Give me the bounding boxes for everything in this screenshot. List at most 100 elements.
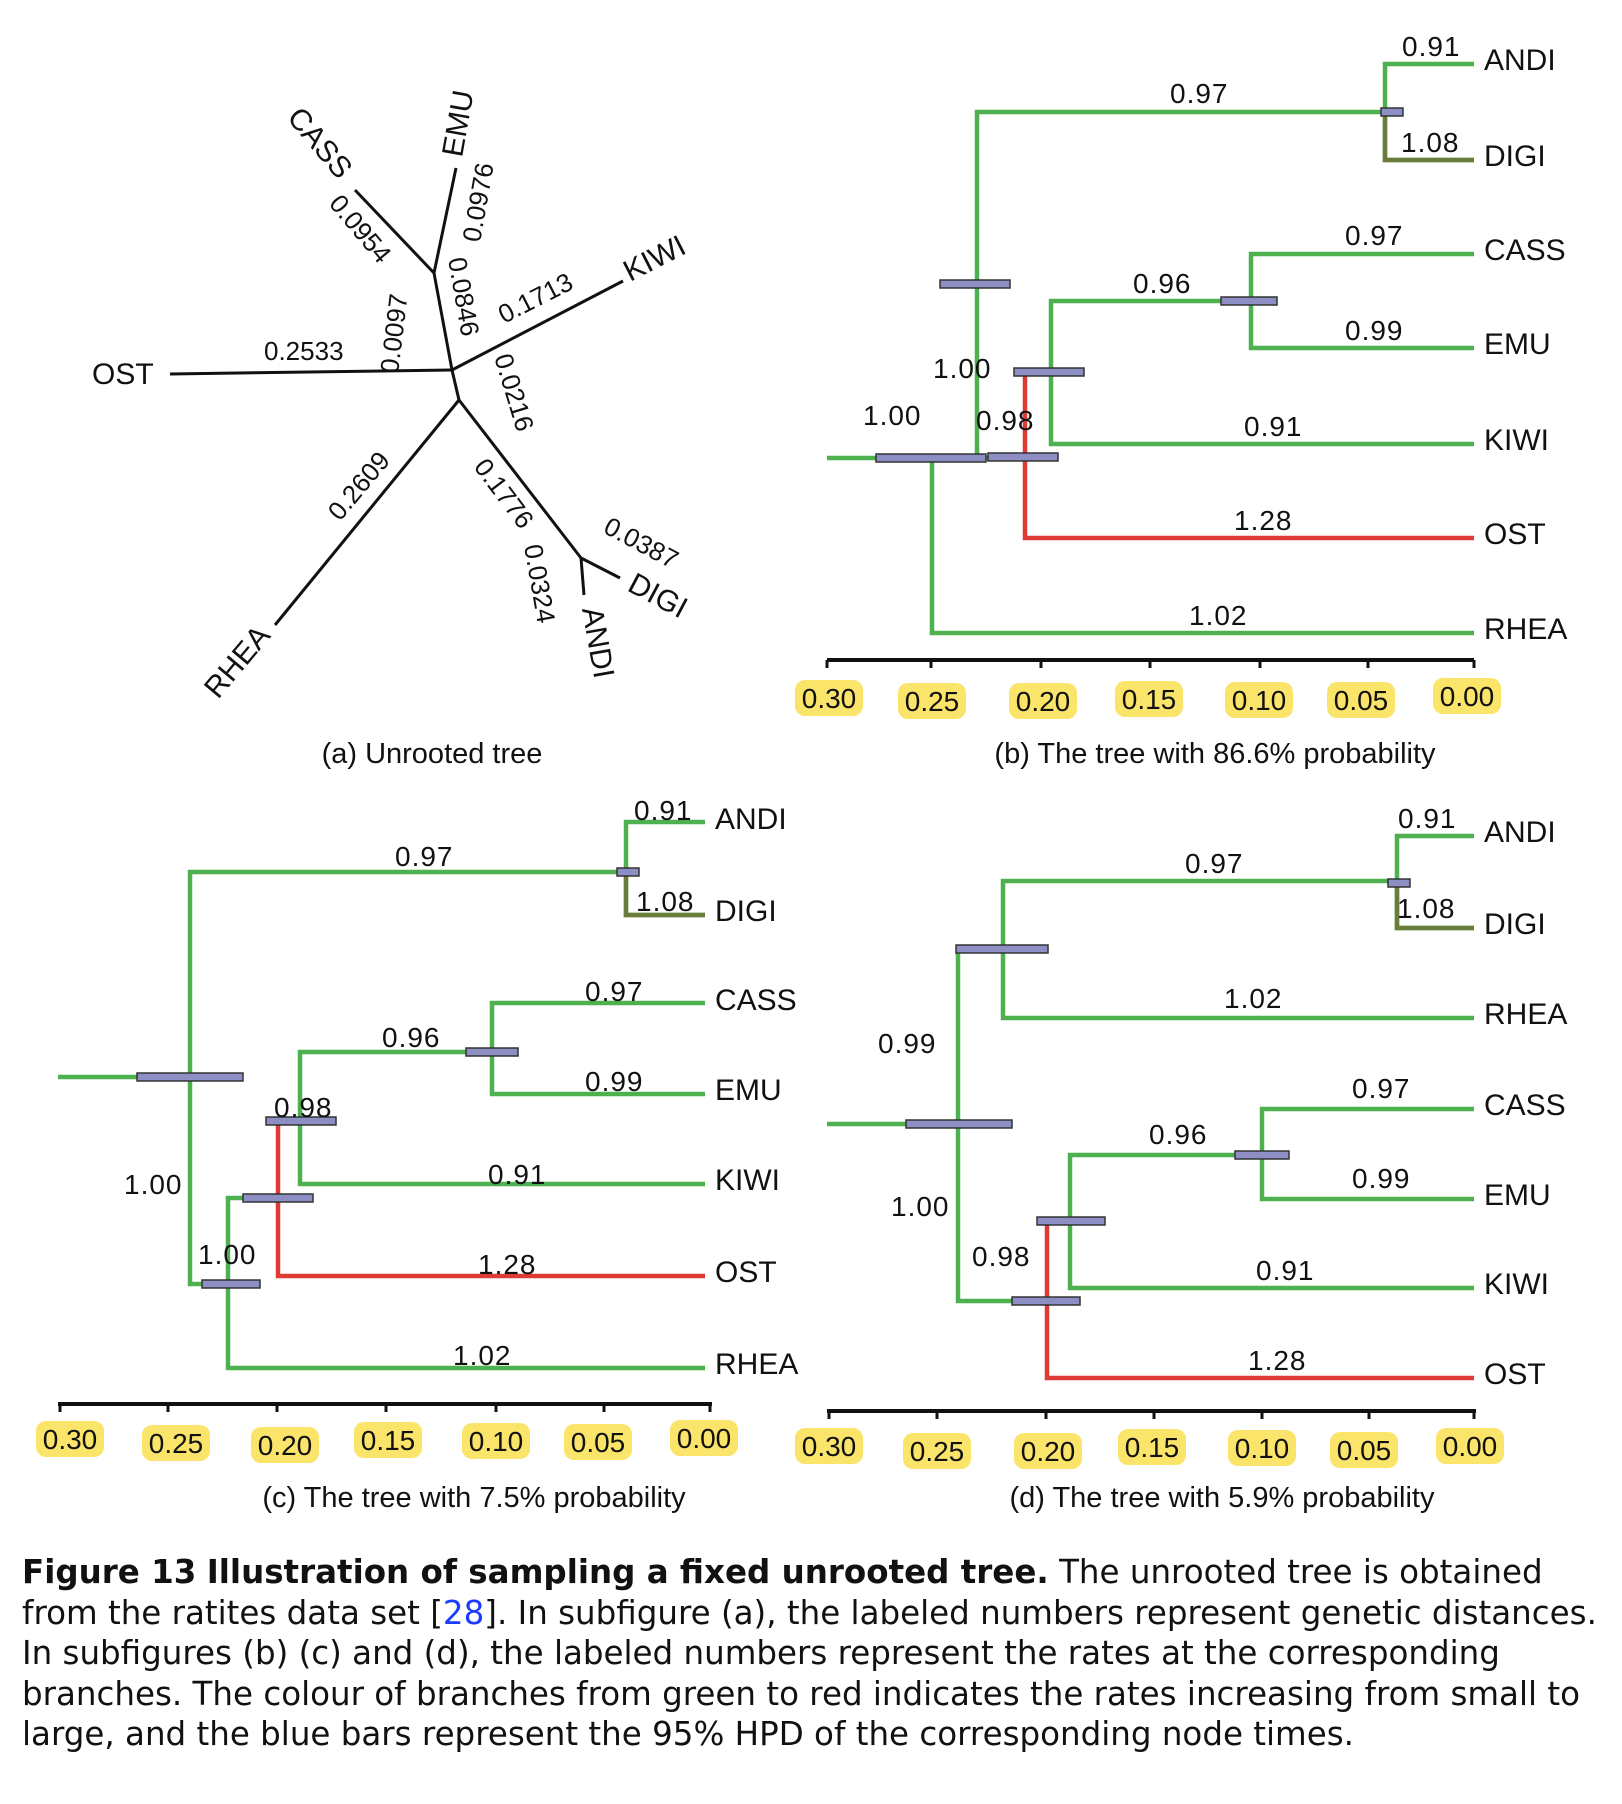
figure-label: Figure 13 bbox=[22, 1553, 197, 1591]
caption-c: (c) The tree with 7.5% probability bbox=[262, 1482, 686, 1514]
distance-ost: 0.2533 bbox=[264, 336, 344, 366]
axis-tick-label: 0.15 bbox=[361, 1425, 416, 1456]
figure-title: Illustration of sampling a fixed unroote… bbox=[206, 1553, 1049, 1591]
branch-cass-emu-internal bbox=[432, 272, 454, 371]
taxon-andi: ANDI bbox=[575, 604, 620, 680]
hpd-bar bbox=[265, 1116, 337, 1126]
panel-c-labels: ANDI DIGI CASS EMU KIWI OST RHEA 0.91 0.… bbox=[124, 795, 798, 1381]
branch-ost bbox=[169, 368, 453, 376]
caption-b: (b) The tree with 86.6% probability bbox=[994, 738, 1436, 770]
branch-digi bbox=[1394, 883, 1474, 931]
distance-kiwi: 0.1713 bbox=[493, 267, 577, 330]
rate-label: 1.08 bbox=[1401, 127, 1460, 158]
rate-label: 1.02 bbox=[1189, 600, 1248, 631]
taxon-rhea: RHEA bbox=[1484, 613, 1567, 646]
taxon-digi: DIGI bbox=[1484, 140, 1546, 173]
figure-13-graphic: OST CASS EMU KIWI DIGI ANDI RHEA 0.2533 … bbox=[36, 31, 1567, 1514]
taxon-kiwi: KIWI bbox=[1484, 424, 1549, 457]
panel-b-labels: ANDI DIGI CASS EMU KIWI OST RHEA 0.91 0.… bbox=[863, 31, 1567, 646]
hpd-bar bbox=[939, 279, 1011, 289]
distance-internal-3: 0.0216 bbox=[488, 350, 540, 435]
branch-digi bbox=[623, 869, 705, 918]
panel-d-time-axis: 0.30 0.25 0.20 0.15 0.10 0.05 0.00 (d) T… bbox=[795, 1409, 1504, 1514]
hpd-bar bbox=[465, 1047, 519, 1057]
panel-c-time-axis: 0.30 0.25 0.20 0.15 0.10 0.05 0.00 (c) T… bbox=[36, 1402, 738, 1514]
hpd-bar bbox=[616, 867, 640, 877]
taxon-emu: EMU bbox=[715, 1074, 782, 1107]
axis-tick-label: 0.00 bbox=[1443, 1431, 1498, 1462]
taxon-cass: CASS bbox=[715, 984, 797, 1017]
taxon-emu: EMU bbox=[1484, 1179, 1551, 1212]
rate-label: 0.91 bbox=[1402, 31, 1461, 62]
taxon-kiwi: KIWI bbox=[715, 1164, 780, 1197]
rate-label: 0.99 bbox=[1345, 315, 1404, 346]
panel-b-time-axis: 0.30 0.25 0.20 0.15 0.10 0.05 0.00 (b) T… bbox=[795, 658, 1501, 770]
hpd-bar bbox=[1220, 296, 1278, 306]
branch-digi bbox=[1382, 112, 1474, 163]
distance-rhea: 0.2609 bbox=[322, 446, 396, 526]
rate-label: 0.91 bbox=[1256, 1255, 1315, 1286]
taxon-ost: OST bbox=[715, 1256, 777, 1289]
rate-label: 0.97 bbox=[585, 976, 644, 1007]
taxon-ost: OST bbox=[1484, 1358, 1546, 1391]
rate-label: 1.00 bbox=[198, 1239, 257, 1270]
panel-a-unrooted-tree bbox=[169, 167, 624, 626]
taxon-kiwi: KIWI bbox=[1484, 1268, 1549, 1301]
axis-tick-label: 0.25 bbox=[910, 1436, 965, 1467]
rate-label: 0.96 bbox=[1133, 268, 1192, 299]
hpd-bar bbox=[905, 1119, 1013, 1129]
taxon-cass: CASS bbox=[1484, 234, 1566, 267]
axis-tick-label: 0.05 bbox=[571, 1427, 626, 1458]
rate-label: 0.98 bbox=[976, 405, 1035, 436]
branch-andi-digi-clade bbox=[974, 109, 1385, 458]
axis-tick-label: 0.00 bbox=[677, 1423, 732, 1454]
rate-label: 0.99 bbox=[878, 1028, 937, 1059]
taxon-emu: EMU bbox=[1484, 328, 1551, 361]
taxon-rhea: RHEA bbox=[198, 619, 277, 704]
rate-label: 0.99 bbox=[1352, 1163, 1411, 1194]
rate-label: 0.91 bbox=[488, 1159, 547, 1190]
hpd-bar bbox=[201, 1279, 261, 1289]
axis-tick-label: 0.10 bbox=[1235, 1433, 1290, 1464]
rate-label: 0.96 bbox=[382, 1022, 441, 1053]
panel-a-labels: OST CASS EMU KIWI DIGI ANDI RHEA 0.2533 … bbox=[92, 88, 693, 770]
branch-andi-digi-clade bbox=[187, 869, 626, 1287]
axis-tick-label: 0.10 bbox=[469, 1426, 524, 1457]
branch-andi bbox=[579, 557, 586, 596]
hpd-bar bbox=[242, 1193, 314, 1203]
rate-label: 0.97 bbox=[1170, 78, 1229, 109]
axis-tick-label: 0.20 bbox=[1016, 686, 1071, 717]
hpd-bar bbox=[1036, 1216, 1106, 1226]
rate-label: 1.00 bbox=[933, 353, 992, 384]
distance-internal-2: 0.0846 bbox=[442, 255, 485, 339]
caption-d: (d) The tree with 5.9% probability bbox=[1009, 1482, 1435, 1514]
axis-tick-label: 0.20 bbox=[1021, 1436, 1076, 1467]
rate-label: 1.00 bbox=[124, 1169, 183, 1200]
taxon-ost: OST bbox=[92, 358, 154, 391]
hpd-bar bbox=[136, 1072, 244, 1082]
taxon-andi: ANDI bbox=[715, 803, 787, 836]
panel-d-tree bbox=[827, 833, 1474, 1381]
branch-rhea bbox=[273, 399, 461, 626]
branch-andi-digi-internal bbox=[457, 399, 583, 559]
hpd-bar bbox=[1387, 878, 1411, 888]
panel-c-hpd-bars bbox=[136, 867, 640, 1289]
taxon-rhea: RHEA bbox=[715, 1348, 798, 1381]
distance-cass: 0.0954 bbox=[323, 189, 397, 269]
rate-label: 0.98 bbox=[274, 1092, 333, 1123]
axis-tick-label: 0.15 bbox=[1122, 684, 1177, 715]
axis-tick-label: 0.10 bbox=[1232, 685, 1287, 716]
axis-tick-label: 0.30 bbox=[802, 683, 857, 714]
rate-label: 1.08 bbox=[636, 886, 695, 917]
hpd-bar bbox=[1380, 107, 1404, 117]
panel-b-hpd-bars bbox=[875, 107, 1404, 463]
citation-link[interactable]: 28 bbox=[442, 1593, 485, 1632]
taxon-kiwi: KIWI bbox=[618, 229, 691, 288]
axis-tick-label: 0.05 bbox=[1337, 1435, 1392, 1466]
hpd-bar bbox=[1013, 367, 1085, 377]
taxon-rhea: RHEA bbox=[1484, 998, 1567, 1031]
rate-label: 1.28 bbox=[1234, 505, 1293, 536]
rate-label: 0.96 bbox=[1149, 1119, 1208, 1150]
rate-label: 1.00 bbox=[891, 1191, 950, 1222]
taxon-emu: EMU bbox=[436, 88, 480, 159]
